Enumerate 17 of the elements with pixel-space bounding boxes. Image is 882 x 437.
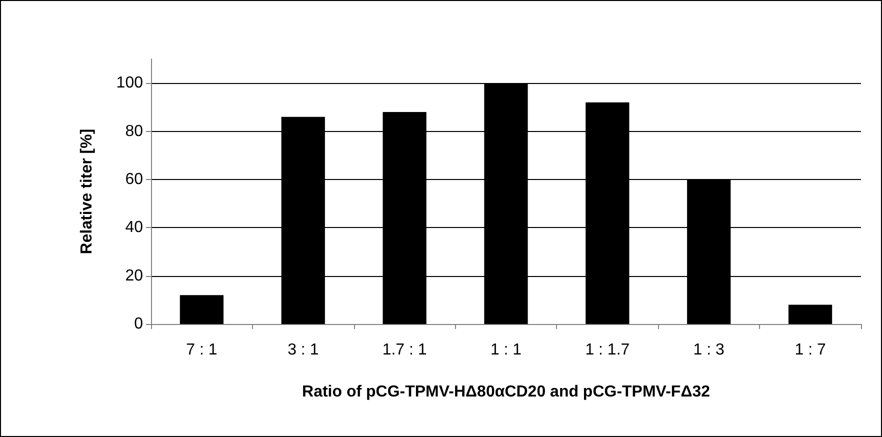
x-tick-label: 1 : 1 <box>490 342 522 358</box>
y-tick-label: 20 <box>125 267 144 284</box>
y-tick-label: 100 <box>116 74 144 92</box>
x-tick-label: 1 : 3 <box>693 342 725 358</box>
y-tick-label: 40 <box>125 219 144 236</box>
y-tick-label: 80 <box>125 122 144 140</box>
x-tick-label: 1 : 7 <box>794 342 826 358</box>
x-tick-label: 7 : 1 <box>186 342 218 358</box>
y-tick-label: 0 <box>134 316 144 332</box>
y-tick-label: 60 <box>125 170 144 188</box>
bar <box>180 295 224 324</box>
x-tick-label: 1.7 : 1 <box>382 342 427 358</box>
x-tick-label: 3 : 1 <box>288 342 319 358</box>
x-axis-title: Ratio of pCG-TPMV-HΔ80αCD20 and pCG-TPMV-FΔ32 <box>302 384 710 400</box>
y-axis-title: Relative titer [%] <box>78 128 96 254</box>
bar <box>788 304 832 324</box>
x-tick-label: 1 : 1.7 <box>585 342 630 358</box>
